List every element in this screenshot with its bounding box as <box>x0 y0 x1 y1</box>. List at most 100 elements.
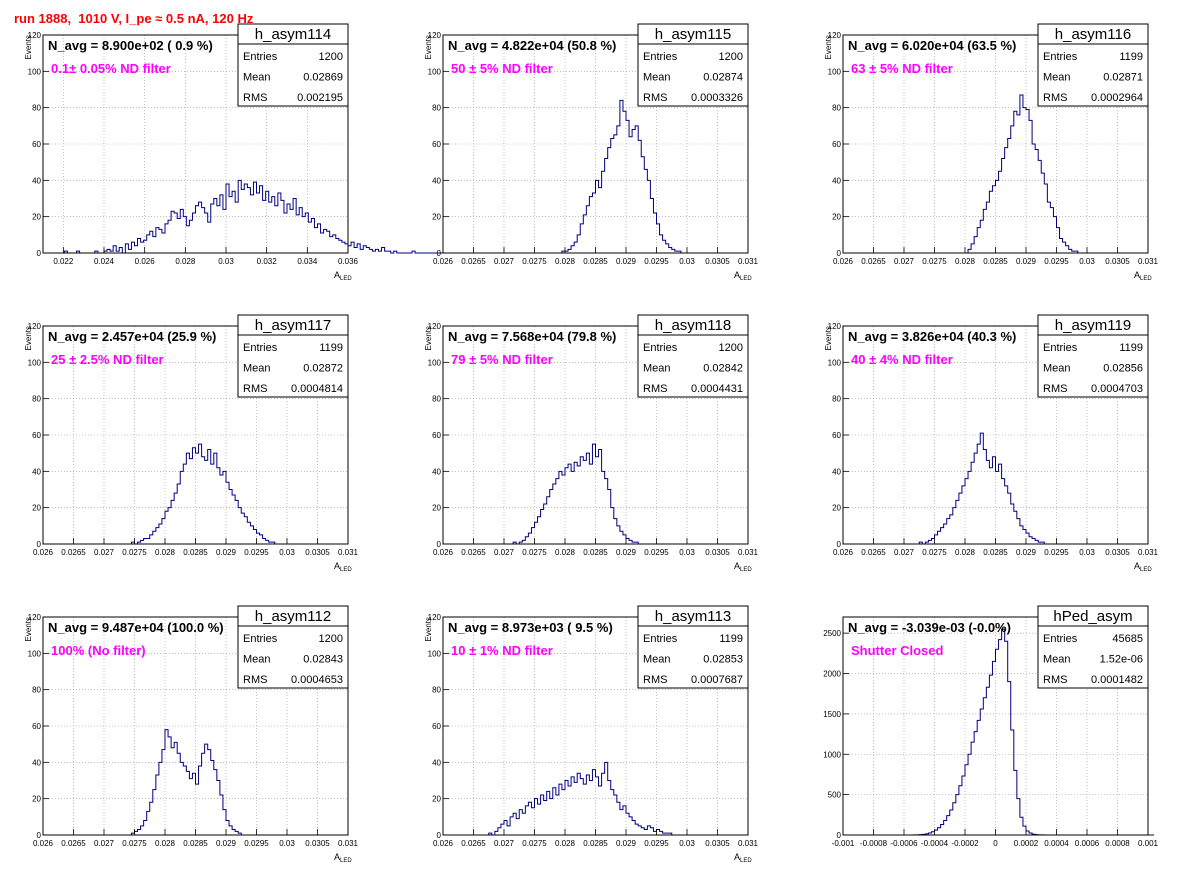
histogram-name: h_asym118 <box>655 317 731 334</box>
x-tick-label: 0.022 <box>53 257 74 266</box>
stats-label: RMS <box>643 383 667 395</box>
y-tick-label: 100 <box>428 67 442 76</box>
x-tick-label: 0.028 <box>155 548 176 557</box>
stats-box-frame <box>237 605 349 689</box>
x-tick-label: 0.0275 <box>522 839 547 848</box>
y-tick-label: 60 <box>832 431 841 440</box>
y-tick-label: 0 <box>837 249 842 258</box>
y-tick-label: 40 <box>32 467 41 476</box>
y-tick-label: 100 <box>828 67 842 76</box>
x-tick-label: 0.03 <box>679 257 695 266</box>
stats-value: 0.0004814 <box>291 383 343 395</box>
y-tick-label: 120 <box>428 31 442 40</box>
x-tick-label: 0.0295 <box>244 839 269 848</box>
y-tick-label: 120 <box>28 31 42 40</box>
stats-value: 0.0004703 <box>1091 383 1143 395</box>
x-tick-label: 0.036 <box>338 257 359 266</box>
y-tick-label: 20 <box>32 213 41 222</box>
stats-label: Mean <box>1043 363 1071 375</box>
x-tick-label: 0.0295 <box>1044 257 1069 266</box>
x-tick-label: -0.0002 <box>951 839 979 848</box>
y-tick-label: 80 <box>432 104 441 113</box>
navg-label: N_avg = 3.826e+04 (40.3 %) <box>848 329 1016 344</box>
stats-label: Mean <box>243 72 271 84</box>
stats-box: h_asym115 Entries 1200 Mean 0.02874 RMS 0.0003… <box>637 23 749 107</box>
stats-box-frame <box>1037 605 1149 689</box>
x-tick-label: 0.027 <box>894 257 915 266</box>
x-tick-label: 0.0285 <box>583 548 608 557</box>
stats-label: RMS <box>243 92 267 104</box>
x-tick-label: 0.0285 <box>183 839 208 848</box>
x-tick-label: 0.026 <box>135 257 156 266</box>
y-tick-label: 120 <box>828 31 842 40</box>
y-tick-label: 40 <box>432 467 441 476</box>
stats-label: Entries <box>643 633 678 645</box>
x-tick-label: 0.027 <box>894 548 915 557</box>
x-tick-label: 0.031 <box>738 839 759 848</box>
x-tick-label: 0.031 <box>338 839 359 848</box>
x-tick-label: 0.0265 <box>61 548 86 557</box>
y-tick-label: 100 <box>28 67 42 76</box>
x-tick-label: 0.0305 <box>705 839 730 848</box>
stats-value: 0.02871 <box>1103 72 1143 84</box>
y-tick-label: 120 <box>828 322 842 331</box>
x-tick-label: 0.0265 <box>461 548 486 557</box>
stats-label: Entries <box>243 633 278 645</box>
x-tick-label: 0.0265 <box>461 257 486 266</box>
x-axis-label: ALED <box>734 852 752 864</box>
x-tick-label: 0.0275 <box>122 548 147 557</box>
x-tick-label: 0.001 <box>1138 839 1159 848</box>
x-tick-label: 0.03 <box>1079 548 1095 557</box>
stats-box-frame <box>1037 23 1149 107</box>
x-tick-label: 0.027 <box>494 548 515 557</box>
y-tick-label: 100 <box>28 358 42 367</box>
stats-label: Entries <box>643 51 678 63</box>
x-tick-label: 0.028 <box>955 548 976 557</box>
x-tick-label: 0.028 <box>555 548 576 557</box>
x-tick-label: 0.026 <box>833 257 854 266</box>
stats-label: Entries <box>243 51 278 63</box>
x-tick-label: 0.0295 <box>244 548 269 557</box>
y-tick-label: 80 <box>832 104 841 113</box>
filter-annotation: 100% (No filter) <box>51 643 146 658</box>
histogram-name: h_asym115 <box>655 26 731 43</box>
stats-label: RMS <box>1043 92 1067 104</box>
x-tick-label: 0.03 <box>279 548 295 557</box>
y-tick-label: 120 <box>428 322 442 331</box>
y-axis-label: Events <box>424 35 433 59</box>
stats-box-frame <box>637 605 749 689</box>
x-tick-label: 0.0285 <box>983 548 1008 557</box>
stats-box: h_asym119 Entries 1199 Mean 0.02856 RMS 0.0004… <box>1037 314 1149 398</box>
stats-value: 0.0007687 <box>691 674 743 686</box>
stats-label: Entries <box>1043 633 1078 645</box>
histogram-panel-h_asym118: 0.026 0.0265 0.027 0.0275 0.028 0.0285 0.029 0.… <box>424 314 759 573</box>
y-tick-label: 40 <box>832 467 841 476</box>
y-tick-label: 80 <box>432 395 441 404</box>
x-tick-label: 0.03 <box>1079 257 1095 266</box>
y-tick-label: 40 <box>32 176 41 185</box>
filter-annotation: 25 ± 2.5% ND filter <box>51 352 164 367</box>
x-tick-label: 0.0006 <box>1075 839 1100 848</box>
filter-annotation: 40 ± 4% ND filter <box>851 352 953 367</box>
histogram-name: h_asym116 <box>1055 26 1131 43</box>
stats-value: 0.0003326 <box>691 92 743 104</box>
y-tick-label: 20 <box>432 504 441 513</box>
y-tick-label: 60 <box>32 722 41 731</box>
stats-value: 0.02874 <box>703 72 743 84</box>
y-axis-label: Events <box>24 326 33 350</box>
histogram-panel-hPed_asym: -0.001 -0.0008 -0.0006 -0.0004 -0.0002 0 0.000… <box>823 605 1159 848</box>
y-axis-label: Events <box>24 35 33 59</box>
y-tick-label: 0 <box>37 540 42 549</box>
y-tick-label: 80 <box>32 686 41 695</box>
canvas-title: run 1888, 1010 V, I_pe ≈ 0.5 nA, 120 Hz <box>14 11 254 26</box>
x-tick-label: 0.0285 <box>583 839 608 848</box>
x-tick-label: 0.03 <box>218 257 234 266</box>
x-tick-label: 0.0295 <box>644 839 669 848</box>
x-tick-label: 0.028 <box>155 839 176 848</box>
x-tick-label: 0.027 <box>94 548 115 557</box>
x-tick-label: 0.028 <box>175 257 196 266</box>
y-axis-label: Events <box>824 326 833 350</box>
x-tick-label: 0.03 <box>679 548 695 557</box>
stats-value: 0.0001482 <box>1091 674 1143 686</box>
y-axis-label: Events <box>424 617 433 641</box>
